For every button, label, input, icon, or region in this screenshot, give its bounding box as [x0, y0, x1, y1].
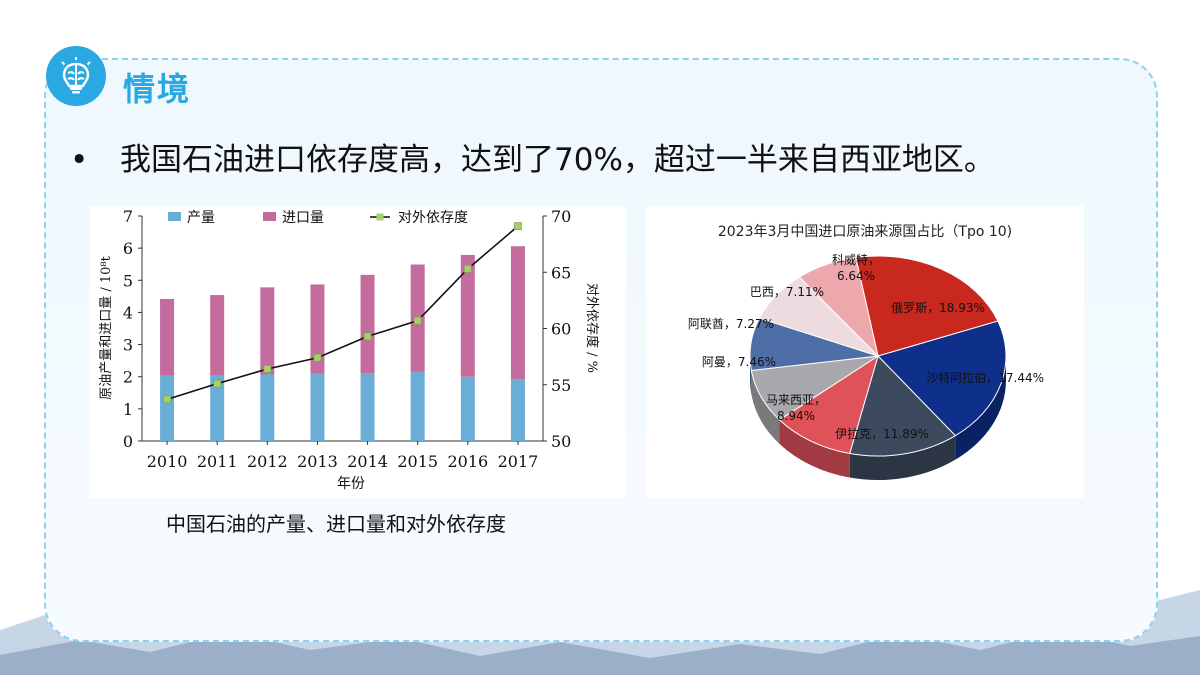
- pie-label: 巴西，7.11%: [750, 285, 824, 299]
- pie-slice: [849, 355, 957, 457]
- legend-label-import: 进口量: [282, 210, 324, 226]
- x-tick-label: 2014: [347, 452, 388, 471]
- pie-title: 2023年3月中国进口原油来源国占比（Tpo 10): [718, 224, 1012, 240]
- dependency-point: [463, 264, 472, 273]
- bar-import: [460, 254, 475, 377]
- bar-import: [360, 274, 375, 374]
- y-right-tick-label: 65: [551, 263, 571, 282]
- bullet-dot: •: [70, 142, 89, 178]
- x-tick-label: 2015: [397, 452, 438, 471]
- y-axis-label: 原油产量和进口量 / 10⁸t: [99, 255, 114, 399]
- pie-label-name: 科威特，: [832, 252, 880, 267]
- bar-import: [210, 295, 225, 376]
- pie-label: 阿曼，7.46%: [702, 355, 776, 369]
- bar-production: [260, 374, 275, 441]
- y-right-tick-label: 50: [551, 432, 571, 451]
- pie-chart: 2023年3月中国进口原油来源国占比（Tpo 10) 俄罗斯，18.93% 沙特阿拉…: [688, 224, 1044, 480]
- x-tick-label: 2017: [498, 452, 539, 471]
- dependency-point: [163, 395, 171, 404]
- legend-swatch-production: [168, 212, 181, 221]
- bar-line-chart: 0 1 2 3 4 5 6 7 50 55 60 65 70 2010 2011 2012 2013 2014 20…: [99, 207, 600, 492]
- pie-slice-side: [955, 356, 1006, 460]
- production-import-chart: 0 1 2 3 4 5 6 7 50 55 60 65 70 2010 2011 2012 2013 2014 20…: [90, 206, 626, 498]
- x-tick-label: 2012: [247, 452, 288, 471]
- x-axis-label: 年份: [337, 476, 365, 492]
- x-tick-label: 2010: [147, 452, 188, 471]
- pie-label-value: 6.64%: [837, 269, 875, 283]
- bar-import: [310, 284, 325, 374]
- pie-label: 伊拉克，11.89%: [835, 426, 929, 441]
- bar-production: [310, 373, 325, 441]
- y-right-tick-label: 60: [551, 320, 571, 339]
- x-tick-label: 2011: [197, 452, 238, 471]
- y-tick-label: 3: [123, 336, 133, 355]
- bar-production: [160, 375, 175, 441]
- x-tick-label: 2016: [447, 452, 488, 471]
- bar-production: [410, 371, 425, 441]
- y-tick-label: 5: [123, 271, 133, 290]
- bullet-text: 我国石油进口依存度高，达到了70%，超过一半来自西亚地区。: [120, 142, 995, 178]
- y-tick-label: 0: [123, 432, 133, 451]
- pie-slice: [798, 256, 879, 358]
- pie-slice: [877, 320, 1007, 437]
- section-title: 情境: [123, 70, 192, 108]
- pie-label: 沙特阿拉伯，17.44%: [926, 370, 1044, 385]
- chart-caption: 中国石油的产量、进口量和对外依存度: [166, 512, 506, 536]
- pie-side-group: [750, 356, 1006, 480]
- bar-import: [510, 246, 525, 380]
- y-right-tick-label: 55: [551, 376, 571, 395]
- pie-slice-side: [779, 419, 850, 478]
- pie-slice: [778, 354, 879, 455]
- bar-production: [360, 373, 375, 441]
- legend-swatch-import: [263, 212, 276, 221]
- y-tick-label: 1: [123, 400, 133, 419]
- dependency-point: [213, 379, 222, 388]
- dependency-point: [263, 365, 272, 373]
- x-tick-label: 2013: [297, 452, 338, 471]
- bar-production: [210, 375, 225, 441]
- pie-label: 俄罗斯，18.93%: [891, 301, 985, 315]
- brain-lightbulb-icon: [61, 57, 91, 94]
- oil-source-pie-chart: 2023年3月中国进口原油来源国占比（Tpo 10) 俄罗斯，18.93% 沙特阿拉…: [646, 206, 1084, 498]
- pie-slice-side: [849, 435, 956, 480]
- y-tick-label: 7: [123, 207, 133, 226]
- legend-label-dependency: 对外依存度: [398, 210, 468, 226]
- dependency-point: [363, 332, 372, 341]
- y-right-axis-label: 对外依存度 / %: [584, 283, 600, 373]
- dependency-point: [313, 353, 322, 362]
- pie-label-name: 马来西亚，: [766, 393, 826, 407]
- y-tick-label: 4: [123, 303, 133, 322]
- y-tick-label: 2: [123, 368, 133, 387]
- legend-marker-dependency: [376, 213, 384, 221]
- bar-production: [510, 379, 525, 441]
- dependency-line: [166, 225, 519, 401]
- pie-label-value: 8.94%: [777, 409, 815, 423]
- bar-import: [260, 287, 275, 375]
- pie-slice-side: [751, 370, 780, 444]
- bar-import: [160, 298, 175, 376]
- bullet-point: • 我国石油进口依存度高，达到了70%，超过一半来自西亚地区。: [70, 134, 995, 179]
- section-logo: [46, 46, 106, 106]
- dependency-point: [413, 316, 422, 325]
- dependency-point: [514, 222, 522, 231]
- bar-production: [460, 376, 475, 441]
- y-right-tick-label: 70: [551, 207, 571, 226]
- y-tick-label: 6: [123, 239, 133, 258]
- pie-label: 阿联酋，7.27%: [688, 316, 774, 331]
- legend-label-production: 产量: [187, 210, 215, 226]
